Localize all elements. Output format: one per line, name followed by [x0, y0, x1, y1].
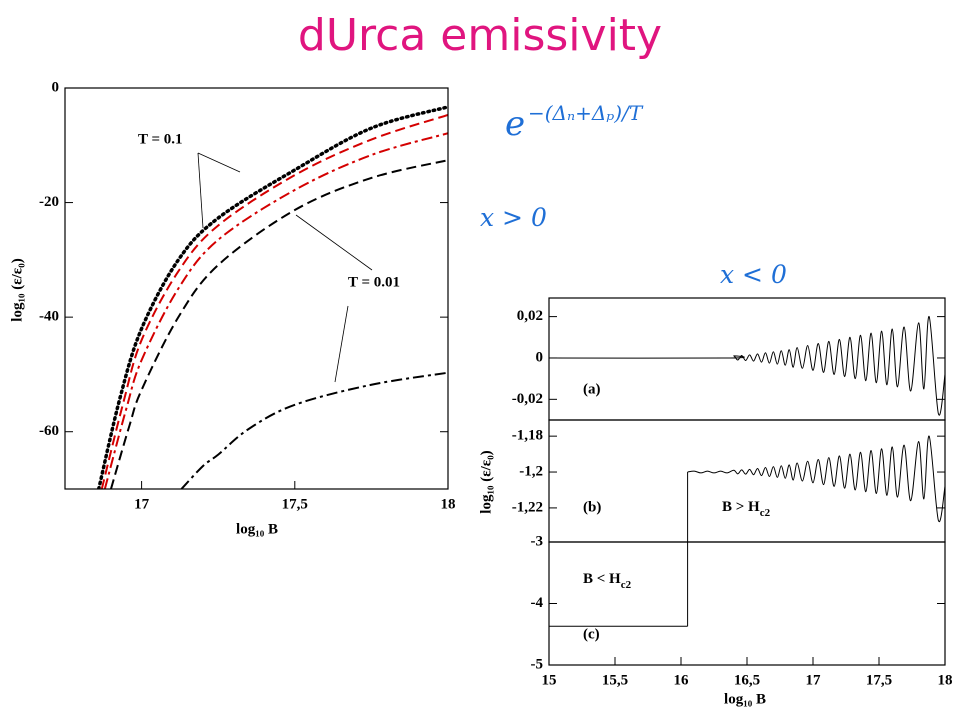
- formula-condition: 𝑥 > 0: [480, 203, 547, 232]
- formula-exponent: −(Δₙ+Δₚ)/T: [528, 101, 644, 125]
- x-tick-label: 18: [938, 672, 953, 688]
- annotation-subscript: c2: [760, 507, 771, 519]
- formula-base: e: [505, 104, 525, 144]
- leader-lines: [197, 152, 373, 383]
- leader-line: [295, 214, 373, 271]
- x-tick-label: 17: [806, 672, 822, 688]
- x-tick-label: 16: [674, 672, 690, 688]
- slide-title: dUrca emissivity: [298, 10, 662, 61]
- annotation-text: B < H: [583, 571, 621, 587]
- y-tick-label: -20: [39, 194, 59, 210]
- x-tick-label: 17,5: [866, 672, 892, 688]
- plot-frame: [548, 419, 946, 543]
- y-tick-label: -1,2: [519, 463, 543, 479]
- annotation: B > Hc2: [722, 499, 771, 518]
- x-tick-label: 17: [134, 496, 150, 512]
- x-tick-label: 15,5: [602, 672, 628, 688]
- y-axis-label: log₁₀ (ε/ε₀): [478, 450, 494, 513]
- x-tick-label: 16,5: [734, 672, 760, 688]
- y-tick-label: -1,22: [512, 499, 543, 515]
- y-tick-label: -0,02: [512, 391, 543, 407]
- x-tick-label: 15: [542, 672, 557, 688]
- x-tick-label: 18: [441, 496, 456, 512]
- series-line: [549, 316, 945, 416]
- y-tick-label: 0: [52, 79, 60, 95]
- series-line: [110, 159, 448, 489]
- annotation: T = 0.1: [138, 131, 183, 147]
- annotation-text: B > H: [722, 499, 760, 515]
- annotation: T = 0.01: [348, 274, 400, 290]
- series-line: [96, 105, 448, 489]
- y-tick-label: -60: [39, 423, 59, 439]
- y-tick-label: -5: [531, 656, 544, 672]
- leader-line: [197, 152, 241, 173]
- plot-frame: [64, 87, 449, 490]
- series-line: [103, 132, 448, 489]
- annotation: (b): [583, 499, 601, 515]
- y-tick-label: -4: [531, 595, 544, 611]
- series-line: [687, 435, 945, 523]
- y-tick-label: -40: [39, 309, 59, 325]
- series-line: [180, 371, 448, 489]
- leader-line: [334, 305, 349, 383]
- y-tick-label: 0: [536, 349, 544, 365]
- x-tick-label: 17,5: [282, 496, 308, 512]
- annotation: (c): [583, 626, 600, 642]
- x-axis-label: log₁₀ B: [724, 691, 766, 707]
- y-tick-label: -3: [531, 533, 544, 549]
- annotation: (a): [583, 381, 601, 397]
- y-tick-label: -1,18: [512, 428, 543, 444]
- series-line: [100, 113, 448, 489]
- plot-frame: [548, 541, 946, 666]
- y-axis-label: log₁₀ (ε/ε₀): [9, 258, 25, 321]
- annotation-subscript: c2: [621, 579, 632, 591]
- y-tick-label: 0,02: [517, 308, 543, 324]
- x-axis-label: log₁₀ B: [236, 521, 278, 537]
- annotation: B < Hc2: [583, 571, 632, 590]
- formula-condition: 𝑥 < 0: [720, 260, 787, 289]
- leader-line: [197, 152, 204, 229]
